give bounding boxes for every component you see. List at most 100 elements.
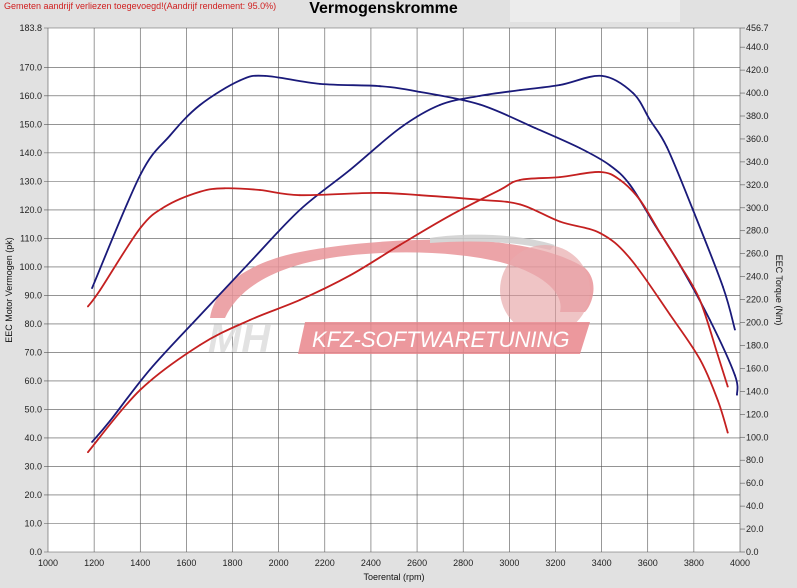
data-point: [139, 174, 142, 176]
data-point: [298, 194, 301, 197]
y-tick-label: 183.8: [19, 23, 42, 33]
data-point: [734, 374, 736, 377]
series-group: [87, 74, 739, 454]
x-tick-label: 3200: [545, 558, 565, 568]
x-axis-label: Toerental (rpm): [363, 572, 424, 582]
data-point: [224, 187, 226, 190]
x-tick-label: 2800: [453, 558, 473, 568]
x-tick-label: 1400: [130, 558, 150, 568]
y2-tick-label: 140.0: [746, 386, 769, 396]
data-point: [319, 82, 321, 85]
data-point: [638, 199, 641, 201]
data-point: [109, 419, 111, 422]
data-point: [736, 393, 738, 396]
data-point: [692, 208, 694, 211]
y-tick-label: 30.0: [24, 461, 42, 471]
data-point: [599, 171, 601, 173]
data-point: [632, 92, 634, 94]
data-point: [609, 164, 611, 167]
data-point: [87, 451, 89, 454]
data-point: [418, 194, 421, 197]
y2-tick-label: 200.0: [746, 318, 769, 328]
data-point: [349, 169, 351, 171]
data-point: [249, 319, 251, 321]
y-tick-label: 130.0: [19, 176, 42, 186]
data-point: [649, 119, 651, 121]
y-tick-label: 40.0: [24, 433, 42, 443]
x-tick-label: 2600: [407, 558, 427, 568]
data-point: [199, 104, 201, 106]
data-point: [249, 261, 251, 263]
data-point: [91, 441, 93, 443]
y2-tick-label: 340.0: [746, 157, 769, 167]
data-point: [619, 179, 621, 181]
y-tick-label: 120.0: [19, 205, 42, 215]
y2-tick-label: 80.0: [746, 455, 764, 465]
data-point: [726, 385, 729, 388]
data-point: [91, 287, 93, 290]
data-point: [716, 354, 719, 357]
y-tick-label: 100.0: [19, 262, 42, 272]
y-tick-label: 80.0: [24, 319, 42, 329]
data-point: [349, 274, 351, 277]
data-point: [139, 389, 141, 391]
watermark-logo: MH KFZ-SOFTWARETUNING: [208, 234, 594, 361]
data-point: [199, 344, 201, 346]
data-point: [164, 205, 166, 208]
y2-tick-label: 380.0: [746, 111, 769, 121]
drivetrain-loss-note: Gemeten aandrijf verliezen toegevoegd!(A…: [4, 1, 277, 11]
data-point: [722, 285, 724, 288]
data-point: [534, 127, 536, 129]
wheel-arch-icon: [500, 245, 590, 335]
y-tick-label: 60.0: [24, 376, 42, 386]
data-point: [519, 203, 521, 206]
x-tick-label: 4000: [730, 558, 750, 568]
data-point: [373, 191, 376, 194]
data-point: [579, 147, 581, 150]
x-tick-label: 3600: [638, 558, 658, 568]
y-tick-label: 70.0: [24, 347, 42, 357]
y2-tick-label: 360.0: [746, 134, 769, 144]
y2-tick-label: 220.0: [746, 295, 769, 305]
x-tick-label: 3800: [684, 558, 704, 568]
data-point: [498, 189, 501, 191]
data-point: [449, 214, 451, 217]
chart-title: Vermogenskromme: [309, 0, 458, 17]
y2-axis-label: EEC Torque (Nm): [774, 255, 784, 326]
data-point: [726, 431, 729, 434]
data-point: [478, 103, 481, 106]
y2-tick-label: 120.0: [746, 409, 769, 419]
header-blank-box: [510, 0, 680, 22]
data-point: [734, 328, 736, 331]
y2-tick-label: 400.0: [746, 88, 769, 98]
chart-title-wrap: Vermogenskromme: [0, 0, 797, 18]
x-tick-label: 2000: [269, 558, 289, 568]
y-tick-label: 10.0: [24, 518, 42, 528]
y-tick-label: 110.0: [20, 233, 42, 243]
data-point: [379, 85, 381, 88]
data-point: [478, 198, 481, 201]
data-point: [259, 189, 261, 191]
plot-area: [48, 28, 740, 552]
y2-tick-label: 20.0: [746, 524, 764, 534]
y2-tick-label: 60.0: [746, 478, 764, 488]
x-tick-label: 3000: [499, 558, 519, 568]
data-point: [629, 183, 631, 186]
y-axis-label: EEC Motor Vermogen (pk): [4, 237, 14, 343]
data-point: [478, 94, 481, 97]
y-tick-label: 0.0: [29, 547, 42, 557]
data-point: [558, 176, 561, 179]
y2-tick-label: 240.0: [746, 272, 769, 282]
data-point: [298, 208, 301, 211]
y-tick-label: 50.0: [24, 404, 42, 414]
data-point: [698, 358, 701, 361]
data-point: [199, 314, 201, 317]
data-point: [558, 84, 561, 86]
data-point: [87, 305, 89, 308]
x-tick-label: 2400: [361, 558, 381, 568]
data-point: [629, 257, 631, 260]
data-point: [149, 368, 151, 371]
data-point: [169, 134, 171, 137]
watermark-banner: [298, 322, 590, 354]
